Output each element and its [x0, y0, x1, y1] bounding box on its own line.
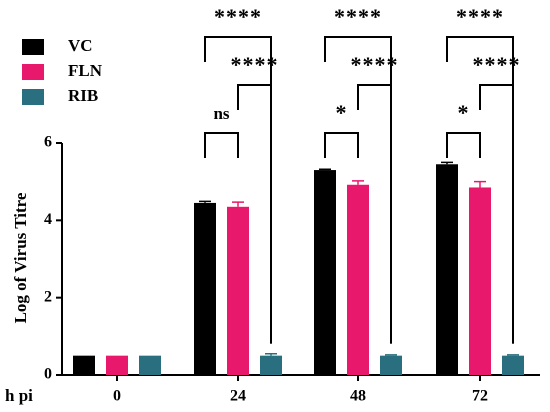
y-tick-label: 6	[44, 134, 52, 151]
error-bar	[385, 354, 397, 356]
y-tick-label: 0	[44, 366, 52, 383]
bar	[469, 187, 491, 375]
significance-label: ****	[351, 52, 399, 77]
error-bar	[441, 161, 453, 165]
significance-bracket	[324, 36, 392, 344]
error-bar	[232, 201, 244, 207]
legend-label: RIB	[68, 86, 98, 105]
bar	[347, 184, 369, 375]
y-tick-label: 2	[44, 288, 52, 305]
bar	[194, 202, 216, 375]
bar	[106, 355, 128, 375]
error-bar	[474, 180, 486, 188]
significance-label: ****	[214, 4, 262, 29]
significance-label: ****	[473, 52, 521, 77]
significance-bracket	[204, 132, 239, 158]
error-bar	[199, 200, 211, 203]
y-axis-title: Log of Virus Titre	[11, 192, 30, 323]
significance-label: ****	[334, 4, 382, 29]
bar	[314, 170, 336, 375]
significance-label: *	[458, 100, 470, 125]
significance-label: *	[336, 100, 348, 125]
bar	[502, 355, 524, 375]
legend-label: FLN	[68, 61, 103, 80]
significance-label: ****	[231, 52, 279, 77]
x-tick-label: 0	[113, 388, 121, 405]
error-bar	[319, 168, 331, 171]
error-bar	[265, 352, 277, 356]
x-tick-label: 48	[350, 388, 366, 405]
bar	[73, 355, 95, 375]
bar	[139, 355, 161, 375]
bar	[380, 355, 402, 375]
x-tick-label: 72	[472, 388, 488, 405]
bar	[436, 164, 458, 375]
legend-swatch	[22, 39, 44, 55]
significance-bracket	[204, 36, 272, 344]
bar	[227, 206, 249, 375]
significance-bracket	[446, 36, 514, 344]
bar	[260, 355, 282, 375]
x-tick-label: 24	[230, 388, 246, 405]
legend-swatch	[22, 89, 44, 105]
significance-bracket	[324, 132, 359, 158]
error-bar	[507, 354, 519, 356]
error-bar	[352, 180, 364, 185]
significance-bracket	[446, 132, 481, 158]
y-tick-label: 4	[44, 211, 52, 228]
legend-swatch	[22, 64, 44, 80]
significance-label: ****	[456, 4, 504, 29]
significance-label: ns	[213, 104, 229, 123]
x-axis-title: h pi	[5, 386, 33, 405]
legend-label: VC	[68, 36, 93, 55]
